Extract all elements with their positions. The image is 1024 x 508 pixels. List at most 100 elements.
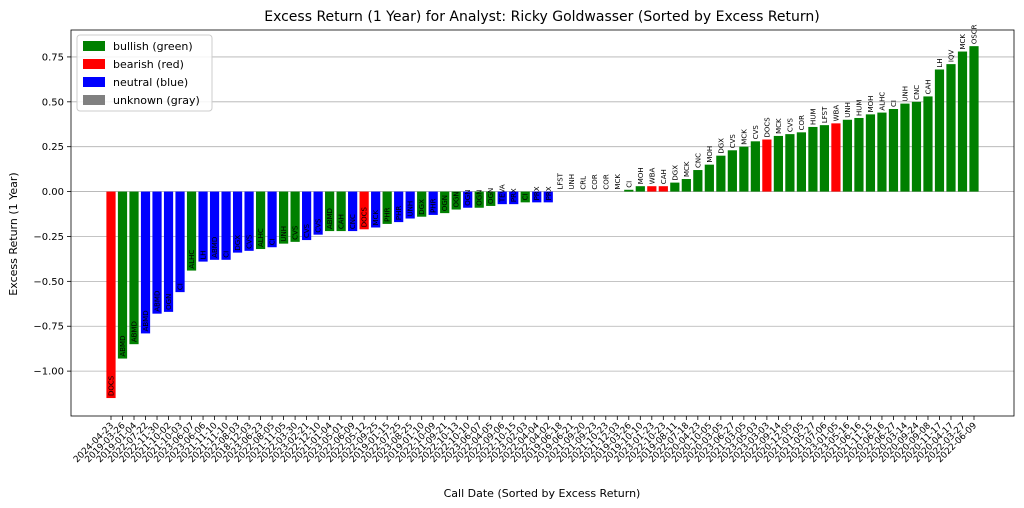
legend-swatch [83, 95, 105, 105]
bar-label: DOCS [361, 206, 369, 227]
bar-label: ABMD [326, 208, 334, 229]
bar-label: CI [522, 193, 530, 200]
bar [670, 182, 680, 192]
bar [842, 119, 853, 192]
legend-label: unknown (gray) [113, 94, 200, 107]
bar [900, 103, 910, 192]
bar-label: UNH [407, 201, 415, 217]
bar [796, 132, 807, 192]
bar [463, 191, 473, 208]
bar [152, 191, 162, 314]
bar-label: UNH [901, 86, 909, 102]
bar [405, 191, 415, 219]
bar [831, 123, 841, 192]
bar-label: PRX [545, 186, 553, 200]
bar-label: LFST [556, 172, 564, 189]
bar [140, 191, 151, 334]
bar-label: OGN [441, 195, 449, 211]
bar [635, 186, 645, 192]
bar [681, 179, 691, 192]
bar-label: COR [602, 174, 610, 189]
bar [175, 191, 185, 293]
bar [382, 191, 392, 224]
bar-label: CI [890, 100, 898, 107]
bar [440, 191, 450, 214]
bar-label: OGN [476, 190, 484, 206]
bar [969, 46, 979, 192]
bar [520, 191, 530, 203]
bar-label: UNH [280, 226, 288, 242]
bar-label: CAH [924, 79, 932, 94]
bar-label: PRX [510, 188, 518, 202]
legend-label: bullish (green) [113, 40, 193, 53]
y-tick-label: −0.75 [33, 322, 64, 333]
bar [854, 117, 864, 192]
bar-label: CAH [338, 214, 346, 229]
bar-label: LH [200, 250, 208, 259]
bar-label: LH [936, 58, 944, 67]
bar [486, 191, 496, 206]
bar-label: DOCS [763, 117, 771, 138]
bar-label: DOCS [108, 375, 116, 396]
bar-label: IQV [947, 50, 955, 63]
bar-label: CNC [349, 214, 357, 229]
bar-label: DGX [418, 199, 426, 215]
bar [232, 191, 243, 253]
bar [877, 112, 887, 192]
bar-label: ABMD [211, 237, 219, 258]
bar [451, 191, 461, 210]
bar-label: UNH [568, 174, 576, 190]
y-tick-label: 0.00 [42, 187, 64, 198]
bar-label: ABMD [142, 310, 150, 331]
bar-label: MCK [614, 174, 622, 190]
bar-label: ABMD [119, 336, 127, 357]
bar-label: COR [591, 174, 599, 189]
x-axis-label: Call Date (Sorted by Excess Return) [444, 487, 641, 500]
bar [497, 191, 507, 205]
bar [509, 191, 519, 205]
y-axis-label: Excess Return (1 Year) [7, 172, 20, 295]
bar [302, 191, 312, 241]
bar-label: CI [223, 251, 231, 258]
bar-label: TEVA [499, 184, 507, 203]
bar-label: ABMD [131, 321, 139, 342]
bar-label: OSCR [971, 24, 979, 44]
legend-label: bearish (red) [113, 58, 184, 71]
y-tick-label: −0.50 [33, 277, 64, 288]
bar [739, 146, 749, 192]
bar [371, 191, 381, 228]
bar [255, 191, 266, 250]
bar [359, 191, 369, 230]
bar-label: CVS [315, 218, 323, 233]
chart-title: Excess Return (1 Year) for Analyst: Rick… [264, 9, 820, 25]
bar-label: OGN [165, 294, 173, 310]
bar [808, 126, 818, 192]
y-tick-label: 0.25 [42, 142, 64, 153]
bar-label: WBA [648, 167, 656, 184]
bar [336, 191, 346, 232]
y-tick-label: 0.75 [42, 52, 64, 63]
bar [693, 170, 703, 192]
bar-label: OGN [464, 190, 472, 206]
bar [911, 101, 922, 192]
bar [244, 191, 254, 251]
bar [785, 134, 795, 192]
bar-label: CVS [303, 223, 311, 238]
bar-label: UNH [844, 102, 852, 118]
bar [727, 150, 737, 192]
bar-label: CVS [729, 134, 737, 149]
bar-label: CVS [752, 125, 760, 140]
bar-label: CI [625, 181, 633, 188]
legend: bullish (green) bearish (red) neutral (blu… [76, 34, 213, 112]
bar [819, 125, 830, 192]
bar-label: MCK [683, 161, 691, 177]
bar-label: CAH [660, 169, 668, 184]
bar-label: CRL [579, 176, 587, 190]
bar [888, 108, 899, 192]
bar-label: MCK [775, 118, 783, 134]
bar-label: MCK [740, 129, 748, 145]
legend-swatch [83, 59, 105, 69]
bar [348, 191, 358, 232]
bar-label: MOH [637, 167, 645, 184]
